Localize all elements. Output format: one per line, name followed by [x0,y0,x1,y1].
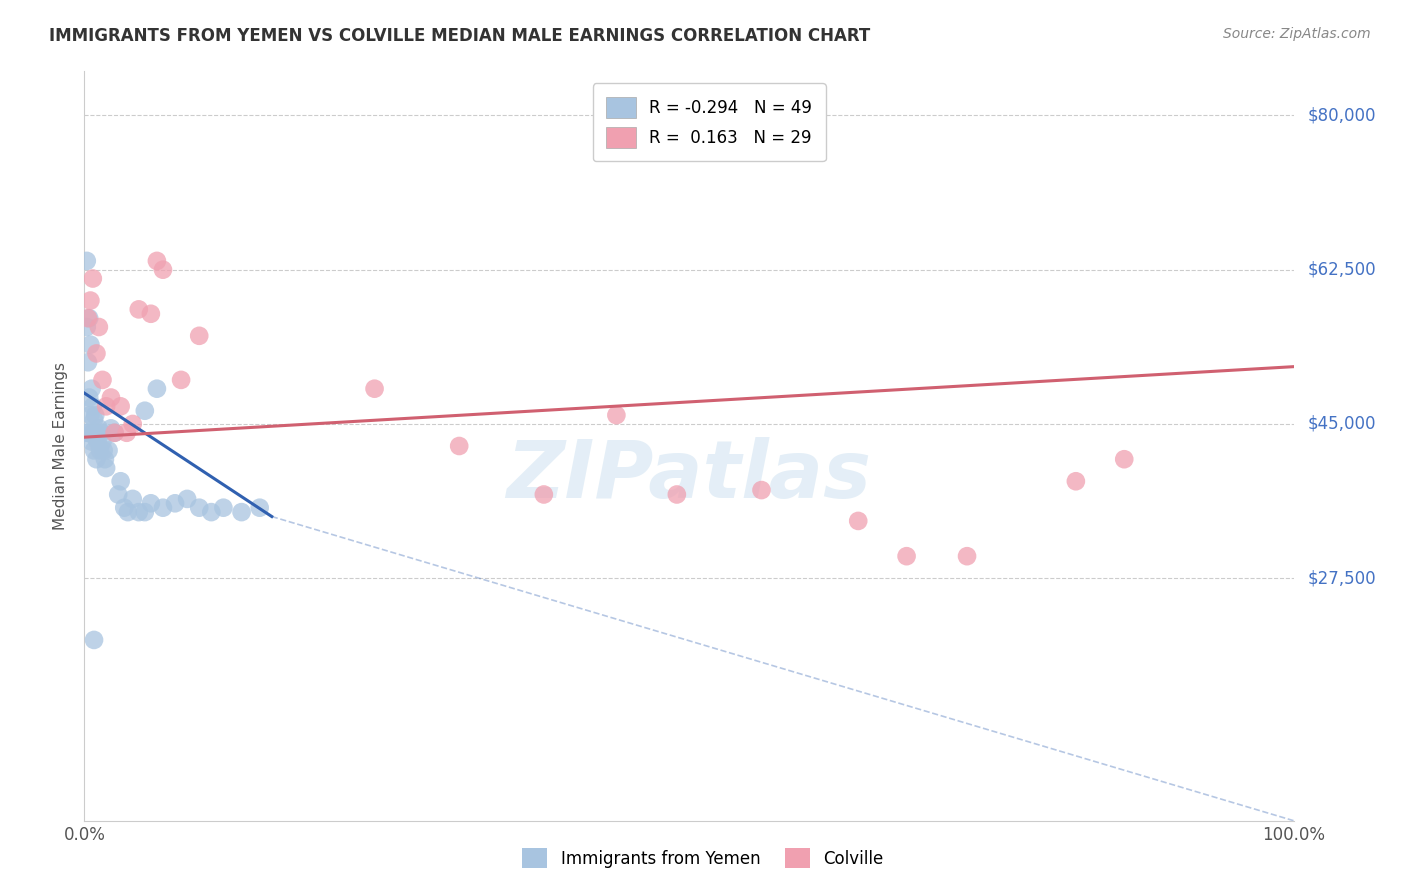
Text: $80,000: $80,000 [1308,106,1376,125]
Point [94,452,117,467]
Point [846,514,869,528]
Point [212,500,235,515]
Point [100,391,122,405]
Point [956,549,979,564]
Point [665,487,688,501]
Legend: Immigrants from Yemen, Colville: Immigrants from Yemen, Colville [515,839,891,877]
Point [86,452,108,467]
Point [94,400,117,414]
Point [83,443,105,458]
Point [90,425,112,440]
Point [83,632,105,647]
Point [112,500,135,515]
Point [121,417,143,431]
Text: $62,500: $62,500 [1308,260,1376,278]
Point [896,549,918,564]
Point [77,355,100,369]
Point [80,434,103,449]
Point [83,412,105,426]
Point [110,400,132,414]
Point [87,421,110,435]
Point [89,443,111,458]
Point [86,434,108,449]
Point [100,421,122,435]
Point [115,425,138,440]
Point [128,505,150,519]
Point [139,496,162,510]
Point [76,253,98,268]
Point [1064,475,1087,489]
Point [751,483,773,497]
Point [152,500,174,515]
Point [87,320,110,334]
Text: ZIPatlas: ZIPatlas [506,437,872,515]
Point [82,425,104,440]
Point [94,461,117,475]
Point [77,391,100,405]
Text: IMMIGRANTS FROM YEMEN VS COLVILLE MEDIAN MALE EARNINGS CORRELATION CHART: IMMIGRANTS FROM YEMEN VS COLVILLE MEDIAN… [49,27,870,45]
Point [79,337,101,351]
Point [86,346,108,360]
Point [91,434,114,449]
Point [93,443,115,458]
Point [76,320,98,334]
Point [152,262,174,277]
Y-axis label: Median Male Earnings: Median Male Earnings [53,362,69,530]
Point [188,500,211,515]
Point [77,425,100,440]
Text: $27,500: $27,500 [1308,569,1376,587]
Point [97,443,120,458]
Point [75,425,97,440]
Point [605,408,627,422]
Point [188,328,211,343]
Point [91,373,114,387]
Point [84,408,107,422]
Point [79,293,101,308]
Point [107,487,129,501]
Point [82,271,104,285]
Point [128,302,150,317]
Point [121,491,143,506]
Point [146,253,169,268]
Text: Source: ZipAtlas.com: Source: ZipAtlas.com [1223,27,1371,41]
Point [146,382,169,396]
Point [79,408,101,422]
Point [80,382,103,396]
Point [363,382,385,396]
Point [82,400,104,414]
Point [139,307,162,321]
Point [170,373,193,387]
Point [77,311,100,326]
Point [134,505,156,519]
Point [533,487,555,501]
Point [134,403,156,417]
Point [117,505,139,519]
Point [249,500,271,515]
Point [1114,452,1136,467]
Point [84,430,107,444]
Point [231,505,253,519]
Point [110,475,132,489]
Text: $45,000: $45,000 [1308,415,1376,433]
Legend: R = -0.294   N = 49, R =  0.163   N = 29: R = -0.294 N = 49, R = 0.163 N = 29 [593,84,825,161]
Point [77,311,100,326]
Point [165,496,187,510]
Point [86,425,108,440]
Point [449,439,471,453]
Point [104,425,127,440]
Point [200,505,222,519]
Point [176,491,198,506]
Point [104,425,127,440]
